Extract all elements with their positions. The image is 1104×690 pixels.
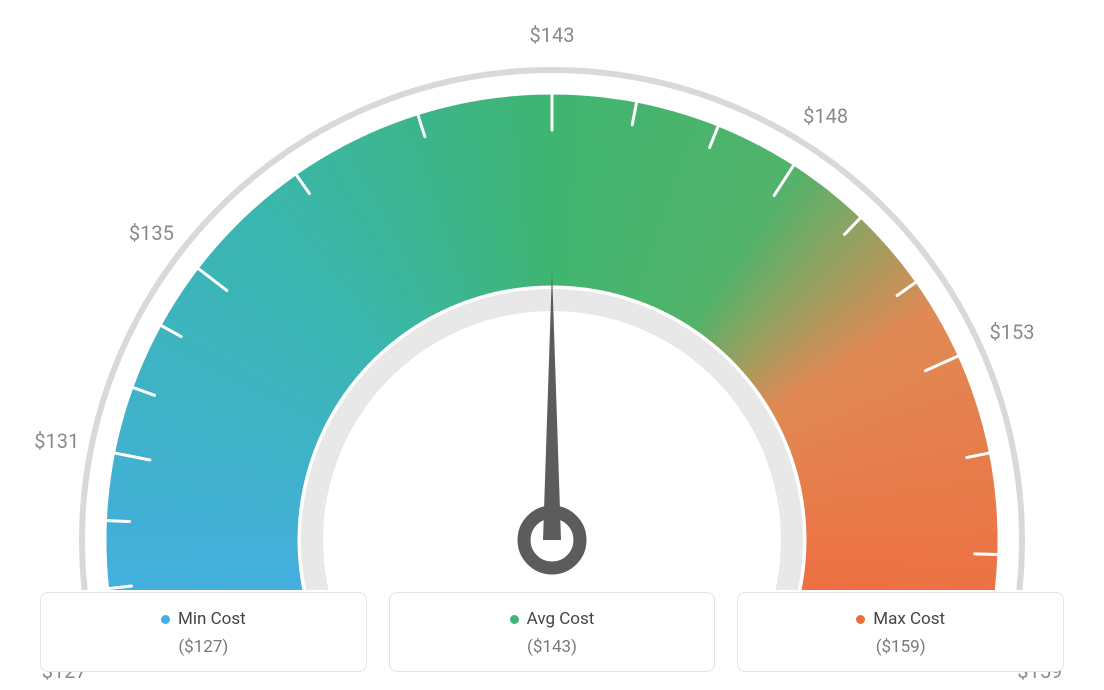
legend-dot-max — [856, 615, 865, 624]
cost-gauge: $127$131$135$143$148$153$159 — [52, 30, 1052, 590]
legend-dot-avg — [510, 615, 519, 624]
legend-label-avg: Avg Cost — [527, 609, 595, 629]
legend-title-min: Min Cost — [161, 609, 246, 629]
legend-card-min: Min Cost ($127) — [40, 592, 367, 673]
legend-label-min: Min Cost — [178, 609, 246, 629]
gauge-tick-label: $135 — [129, 221, 174, 245]
gauge-tick-label: $143 — [530, 23, 575, 47]
legend-row: Min Cost ($127) Avg Cost ($143) Max Cost… — [40, 592, 1064, 673]
legend-title-max: Max Cost — [856, 609, 945, 629]
gauge-svg — [52, 30, 1052, 590]
legend-label-max: Max Cost — [873, 609, 945, 629]
legend-card-max: Max Cost ($159) — [737, 592, 1064, 673]
legend-value-min: ($127) — [53, 637, 354, 657]
legend-title-avg: Avg Cost — [510, 609, 595, 629]
legend-value-avg: ($143) — [402, 637, 703, 657]
legend-value-max: ($159) — [750, 637, 1051, 657]
gauge-tick-label: $153 — [990, 320, 1035, 344]
legend-card-avg: Avg Cost ($143) — [389, 592, 716, 673]
gauge-tick-label: $131 — [34, 429, 79, 453]
gauge-tick-label: $148 — [803, 104, 848, 128]
legend-dot-min — [161, 615, 170, 624]
